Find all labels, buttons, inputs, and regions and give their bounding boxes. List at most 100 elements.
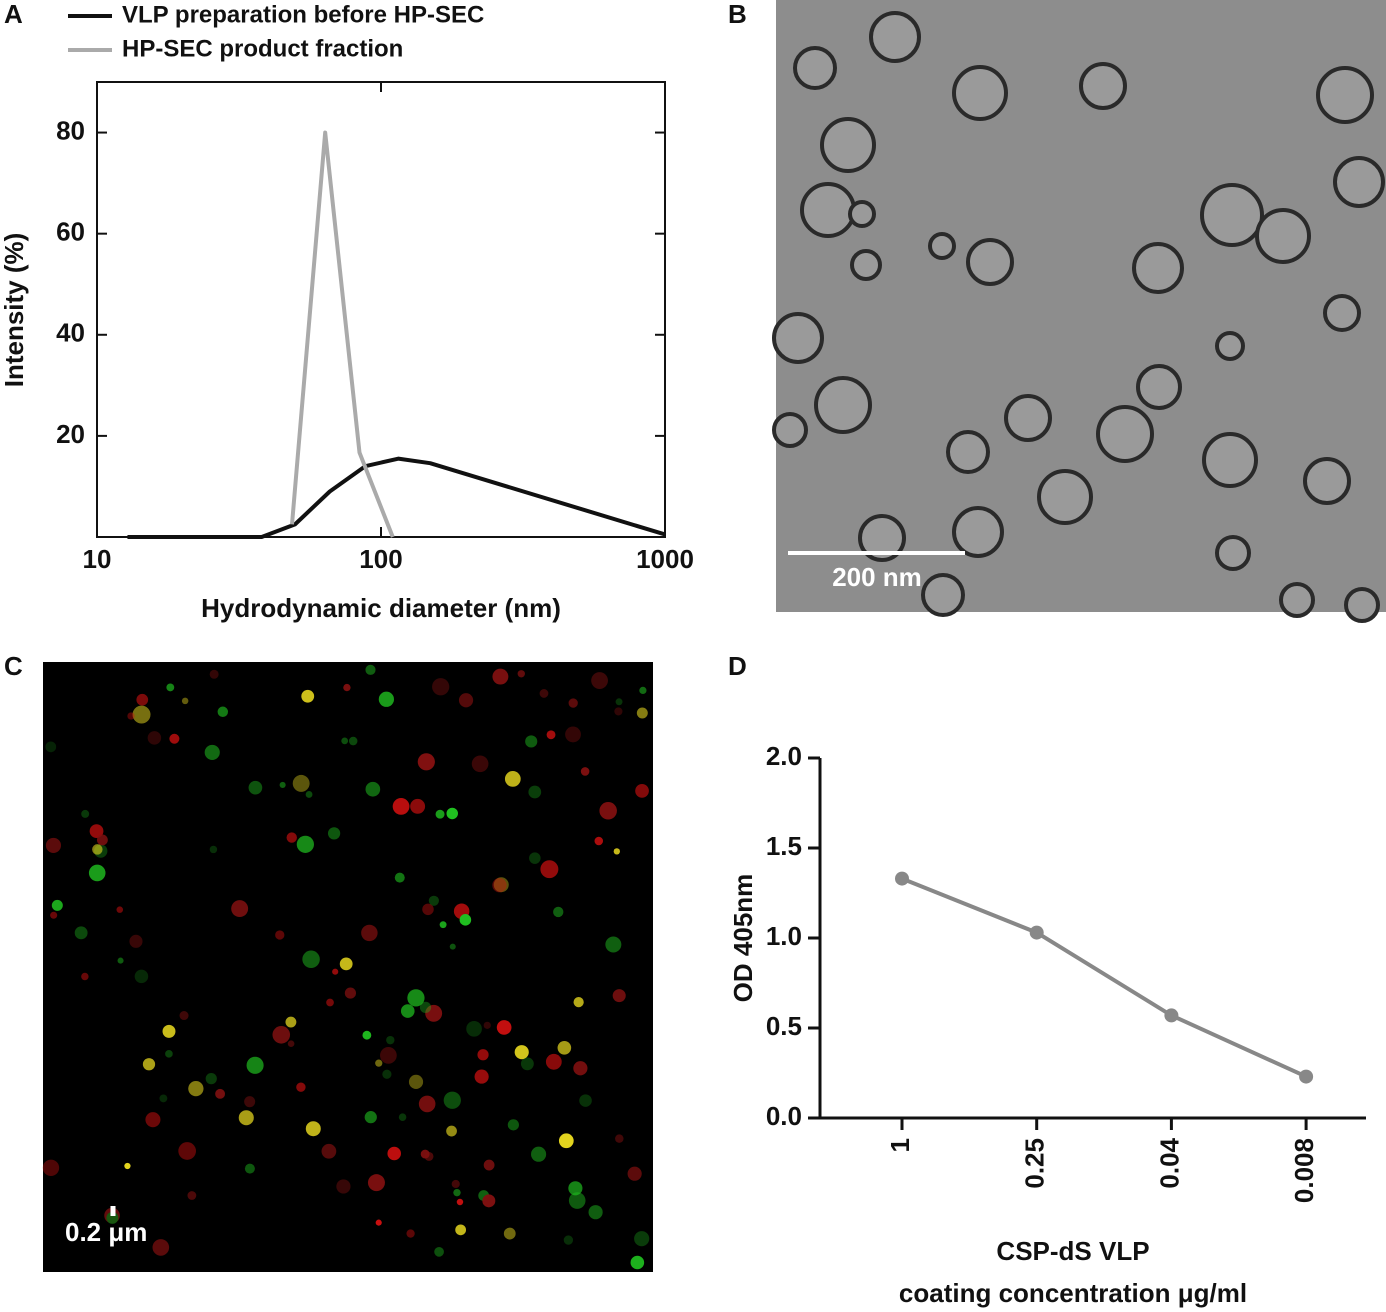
plot-frame <box>96 81 666 538</box>
speck <box>217 706 229 717</box>
speck <box>612 989 626 1003</box>
speck <box>275 930 285 940</box>
speck <box>129 934 143 948</box>
speck <box>367 1174 385 1192</box>
speck <box>400 1004 415 1018</box>
speck <box>446 807 458 820</box>
speck <box>615 1134 624 1143</box>
particle <box>952 65 1008 121</box>
y-tick-label: 40 <box>56 318 85 348</box>
speck <box>74 926 88 940</box>
speck <box>446 1125 457 1137</box>
y-tick-label: 80 <box>56 115 85 145</box>
speck <box>132 705 151 724</box>
speck <box>443 1091 461 1109</box>
speck <box>455 1224 467 1236</box>
speck <box>188 1080 204 1097</box>
particle <box>814 376 872 434</box>
x-tick-label: 0.04 <box>1154 1137 1184 1188</box>
speck <box>568 1192 586 1209</box>
speck <box>599 802 617 820</box>
speck <box>81 809 90 818</box>
speck <box>279 781 286 788</box>
y-axis-title: OD 405nm <box>728 874 758 1003</box>
speck <box>636 707 648 719</box>
speck <box>398 1113 407 1121</box>
speck <box>529 852 541 864</box>
speck <box>635 784 649 798</box>
speck <box>127 712 135 720</box>
point <box>1164 1008 1179 1023</box>
speck <box>321 1143 337 1159</box>
speck <box>215 1088 226 1099</box>
speck <box>326 998 334 1007</box>
speck <box>378 691 395 707</box>
speck <box>296 835 314 853</box>
speck <box>634 1231 650 1247</box>
particle <box>848 200 876 228</box>
tem-particles <box>772 11 1385 623</box>
speck <box>503 1227 516 1240</box>
speck <box>209 669 219 679</box>
particle <box>820 117 876 173</box>
speck <box>539 689 549 698</box>
particle <box>1316 66 1374 124</box>
speck <box>344 987 357 999</box>
x-axis-title: CSP-dS VLP <box>996 1236 1149 1266</box>
x-tick-label: 1 <box>885 1138 915 1152</box>
x-tick-label: 1000 <box>636 544 694 574</box>
speck <box>613 848 620 855</box>
particle <box>946 430 990 474</box>
speck <box>492 668 509 685</box>
speck <box>296 1082 306 1092</box>
speck <box>579 1094 592 1107</box>
speck <box>45 837 62 853</box>
speck <box>630 1255 645 1270</box>
particle <box>1202 432 1258 488</box>
particle <box>869 11 921 63</box>
speck <box>482 1194 496 1208</box>
speck <box>408 1074 424 1089</box>
y-tick-label: 20 <box>56 419 85 449</box>
y-tick-label: 2.0 <box>766 741 802 771</box>
speck <box>42 1159 60 1177</box>
speck <box>419 1001 432 1013</box>
speck <box>568 698 578 708</box>
scale-bar-label: 0.2 μm <box>65 1217 147 1247</box>
speck <box>493 877 509 893</box>
particle <box>1215 535 1251 571</box>
speck <box>285 1016 297 1028</box>
speck <box>124 1162 131 1170</box>
speck <box>459 914 472 926</box>
scale-bar-label: 200 nm <box>832 562 922 592</box>
panel-label: D <box>728 651 747 681</box>
fluorescence-specks <box>42 664 650 1270</box>
speck <box>375 1059 383 1067</box>
speck <box>394 872 405 883</box>
speck <box>343 683 351 692</box>
speck <box>594 836 604 846</box>
speck <box>375 1219 382 1226</box>
speck <box>162 1024 176 1038</box>
speck <box>302 950 320 969</box>
speck <box>305 1121 321 1137</box>
speck <box>348 736 358 746</box>
particle <box>921 573 965 617</box>
speck <box>362 1030 372 1040</box>
speck <box>147 731 162 745</box>
speck <box>407 989 425 1007</box>
particle <box>966 238 1014 286</box>
speck <box>178 1142 197 1160</box>
speck <box>545 1053 562 1070</box>
speck <box>435 809 445 819</box>
speck <box>246 1056 264 1074</box>
speck <box>272 1026 291 1044</box>
speck <box>96 834 108 846</box>
legend-label: VLP preparation before HP-SEC <box>122 1 484 28</box>
speck <box>418 1095 436 1113</box>
speck <box>392 798 410 815</box>
speck <box>514 1045 529 1060</box>
panel-label: C <box>4 651 23 681</box>
speck <box>466 1020 482 1037</box>
